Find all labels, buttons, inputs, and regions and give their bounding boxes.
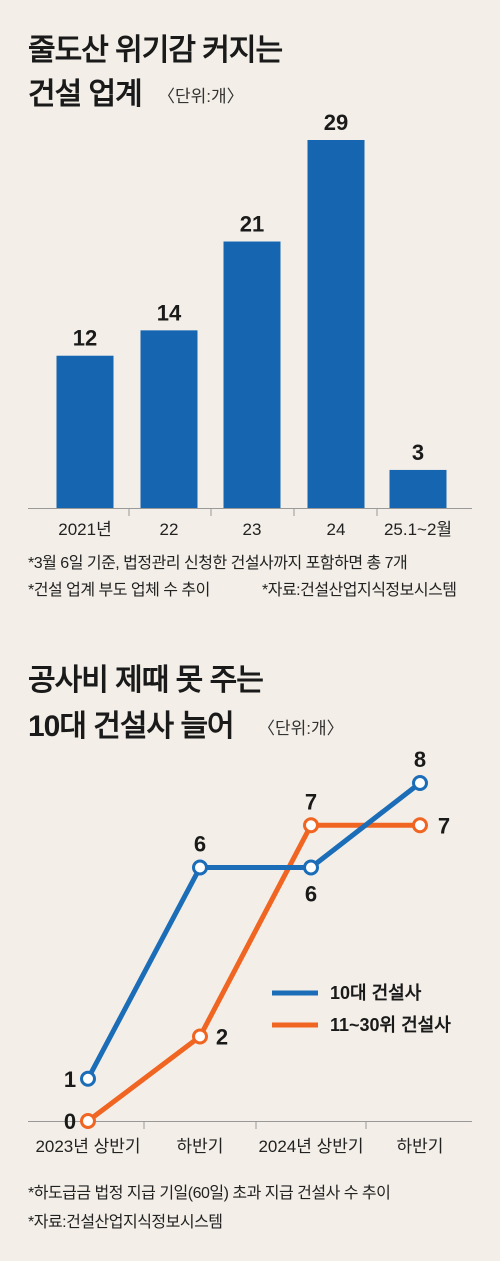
bar-value-label: 12 xyxy=(73,326,97,351)
data-point xyxy=(303,817,319,834)
legend-label: 10대 건설사 xyxy=(330,983,422,1003)
data-point xyxy=(80,1070,96,1087)
data-label: 7 xyxy=(305,789,317,814)
data-label: 7 xyxy=(438,813,450,838)
data-point xyxy=(80,1113,96,1129)
data-label: 0 xyxy=(64,1109,76,1134)
x-tick-label: 하반기 xyxy=(397,1137,444,1156)
x-tick-label: 2024년 상반기 xyxy=(258,1137,363,1156)
bar-chart: 12 2021년 14 22 21 23 29 24 3 25.1~2월 xyxy=(28,110,472,539)
bar-value-label: 14 xyxy=(157,300,182,325)
chart1-title-line2: 건설 업계 xyxy=(28,78,143,111)
data-label: 2 xyxy=(216,1025,228,1050)
bar-value-label: 3 xyxy=(412,440,424,465)
x-tick-label: 23 xyxy=(243,520,262,539)
x-tick-label: 25.1~2월 xyxy=(384,520,452,539)
chart1-unit: 〈단위:개〉 xyxy=(158,87,244,106)
bar-value-label: 21 xyxy=(240,212,264,237)
data-point xyxy=(412,775,428,791)
chart2-title-line2: 10대 건설사 늘어 xyxy=(28,710,235,743)
chart1-subtitle-note: *건설 업계 부도 업체 수 추이 xyxy=(28,582,210,599)
chart1-title-line1: 줄도산 위기감 커지는 xyxy=(28,34,283,67)
data-point xyxy=(303,859,319,876)
bar xyxy=(223,241,281,508)
chart1-note: *3월 6일 기준, 법정관리 신청한 건설사까지 포함하면 총 7개 xyxy=(28,555,408,572)
data-point xyxy=(412,817,428,834)
x-tick-label: 24 xyxy=(327,520,346,539)
bar-value-label: 29 xyxy=(324,110,348,135)
x-tick-label: 2021년 xyxy=(58,520,111,539)
x-tick-label: 2023년 상반기 xyxy=(35,1137,140,1156)
x-tick-label: 22 xyxy=(160,520,179,539)
bar xyxy=(307,140,365,508)
data-label: 1 xyxy=(64,1067,76,1092)
chart2-source: *자료:건설산업지식정보시스템 xyxy=(28,1214,223,1231)
bar xyxy=(389,469,447,508)
chart2-note: *하도급금 법정 지급 기일(60일) 초과 지급 건설사 수 추이 xyxy=(28,1185,391,1202)
data-point xyxy=(192,1028,208,1045)
x-tick-label: 하반기 xyxy=(177,1137,224,1156)
series-line xyxy=(85,781,422,1080)
data-label: 8 xyxy=(414,747,426,772)
legend-label: 11~30위 건설사 xyxy=(330,1015,451,1035)
chart1-source: *자료:건설산업지식정보시스템 xyxy=(262,582,457,599)
data-label: 6 xyxy=(305,882,317,907)
data-label: 6 xyxy=(194,832,206,857)
chart2-unit: 〈단위:개〉 xyxy=(258,719,344,738)
chart2-title-line1: 공사비 제때 못 주는 xyxy=(28,664,264,697)
data-point xyxy=(192,859,208,876)
bar xyxy=(140,330,198,508)
bar xyxy=(56,355,114,508)
